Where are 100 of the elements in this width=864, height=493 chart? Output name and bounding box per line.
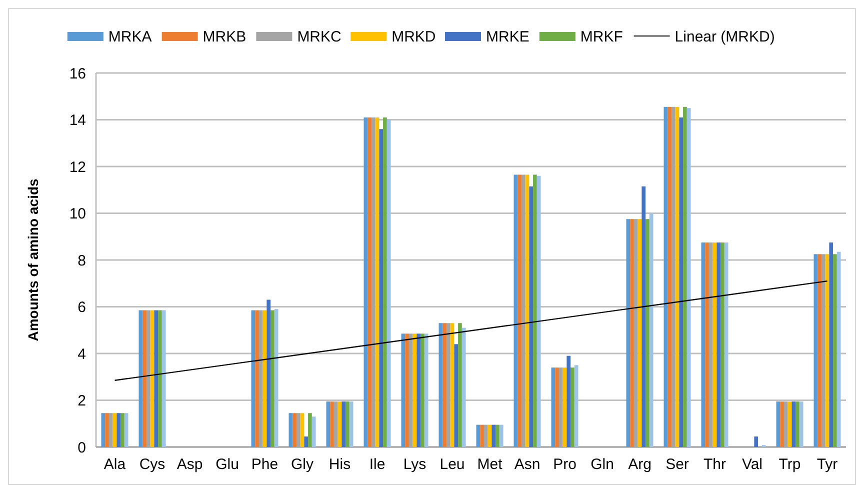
bar	[304, 436, 308, 447]
bar	[626, 219, 630, 447]
bar	[562, 368, 567, 447]
bar	[796, 401, 800, 447]
bar	[346, 401, 350, 447]
x-tick-label: Ile	[369, 456, 386, 473]
bar	[458, 323, 462, 447]
bar	[551, 368, 556, 447]
bar	[300, 413, 304, 447]
y-tick-label: 0	[78, 439, 86, 456]
x-tick-label: Gln	[590, 456, 614, 473]
bar	[525, 174, 530, 447]
x-tick-label: Ala	[104, 456, 126, 473]
y-tick-label: 6	[78, 299, 86, 316]
x-tick-label: Thr	[704, 456, 726, 473]
bar	[476, 424, 480, 447]
bar	[720, 242, 724, 447]
bar	[105, 413, 109, 447]
x-tick-label: Phe	[251, 456, 278, 473]
bar	[274, 309, 278, 447]
y-tick-label: 16	[69, 65, 86, 82]
bar	[814, 254, 818, 447]
bar	[270, 310, 274, 447]
bar	[514, 174, 518, 447]
bar	[292, 413, 296, 447]
legend-label: MRKC	[297, 28, 342, 46]
bar	[776, 401, 780, 447]
x-tick-label: Val	[742, 456, 763, 473]
bar	[255, 310, 259, 447]
bar	[780, 401, 784, 447]
legend-label: MRKF	[580, 28, 623, 46]
bar	[642, 186, 646, 447]
bar	[533, 174, 537, 447]
x-tick-label: Gly	[291, 456, 314, 473]
bar	[630, 219, 634, 447]
x-tick-label: Tyr	[816, 456, 838, 473]
bar	[649, 213, 654, 447]
bar	[675, 106, 680, 447]
bar	[829, 242, 834, 447]
x-tick-label: His	[328, 456, 351, 473]
bar	[555, 368, 559, 447]
x-tick-label: Asn	[514, 456, 540, 473]
bar	[799, 401, 804, 447]
bar	[724, 242, 728, 447]
legend-label: MRKE	[486, 28, 530, 46]
bar	[438, 323, 443, 447]
bar	[312, 416, 316, 447]
y-tick-label: 8	[78, 252, 86, 270]
legend-label: Linear (MRKD)	[674, 28, 775, 46]
bar	[825, 254, 830, 447]
bar	[162, 310, 166, 447]
bar	[450, 323, 454, 447]
bar	[138, 310, 143, 447]
bar	[116, 413, 121, 447]
bar	[101, 413, 106, 447]
y-tick-label: 2	[78, 392, 86, 410]
bar	[488, 424, 492, 447]
bar	[454, 344, 458, 447]
bar	[266, 300, 271, 447]
x-tick-label: Ser	[666, 456, 689, 473]
bar	[412, 334, 417, 447]
legend-label: MRKD	[392, 28, 436, 46]
bar	[701, 242, 706, 447]
bar	[158, 310, 162, 447]
bar	[683, 106, 687, 447]
bar	[833, 254, 837, 447]
bar	[379, 129, 384, 447]
x-tick-label: Arg	[628, 456, 652, 473]
bar	[664, 106, 668, 447]
bar	[424, 334, 428, 447]
bar	[288, 413, 293, 447]
bar	[668, 106, 672, 447]
x-tick-label: Leu	[440, 456, 465, 473]
legend-label: MRKB	[202, 28, 246, 46]
bar	[646, 219, 650, 447]
bar	[405, 334, 409, 447]
bar	[330, 401, 334, 447]
bar	[492, 424, 496, 447]
bar	[705, 242, 709, 447]
x-tick-label: Asp	[176, 456, 203, 473]
bar	[679, 117, 684, 447]
bar	[308, 413, 312, 447]
bar	[120, 413, 124, 447]
bar	[518, 174, 522, 447]
y-axis-title: Amounts of amino acids	[25, 178, 41, 342]
x-tick-label: Pro	[553, 456, 576, 473]
bar	[716, 242, 721, 447]
y-tick-label: 4	[78, 346, 86, 363]
x-tick-label: Met	[477, 456, 504, 473]
bar	[368, 117, 372, 447]
bar	[570, 368, 574, 447]
bar	[420, 334, 424, 447]
bar	[818, 254, 822, 447]
bar	[112, 413, 117, 447]
bar	[349, 401, 354, 447]
bar	[338, 401, 342, 447]
bar	[383, 117, 387, 447]
y-tick-label: 10	[69, 206, 86, 222]
bar	[124, 413, 128, 447]
bar	[496, 424, 500, 447]
